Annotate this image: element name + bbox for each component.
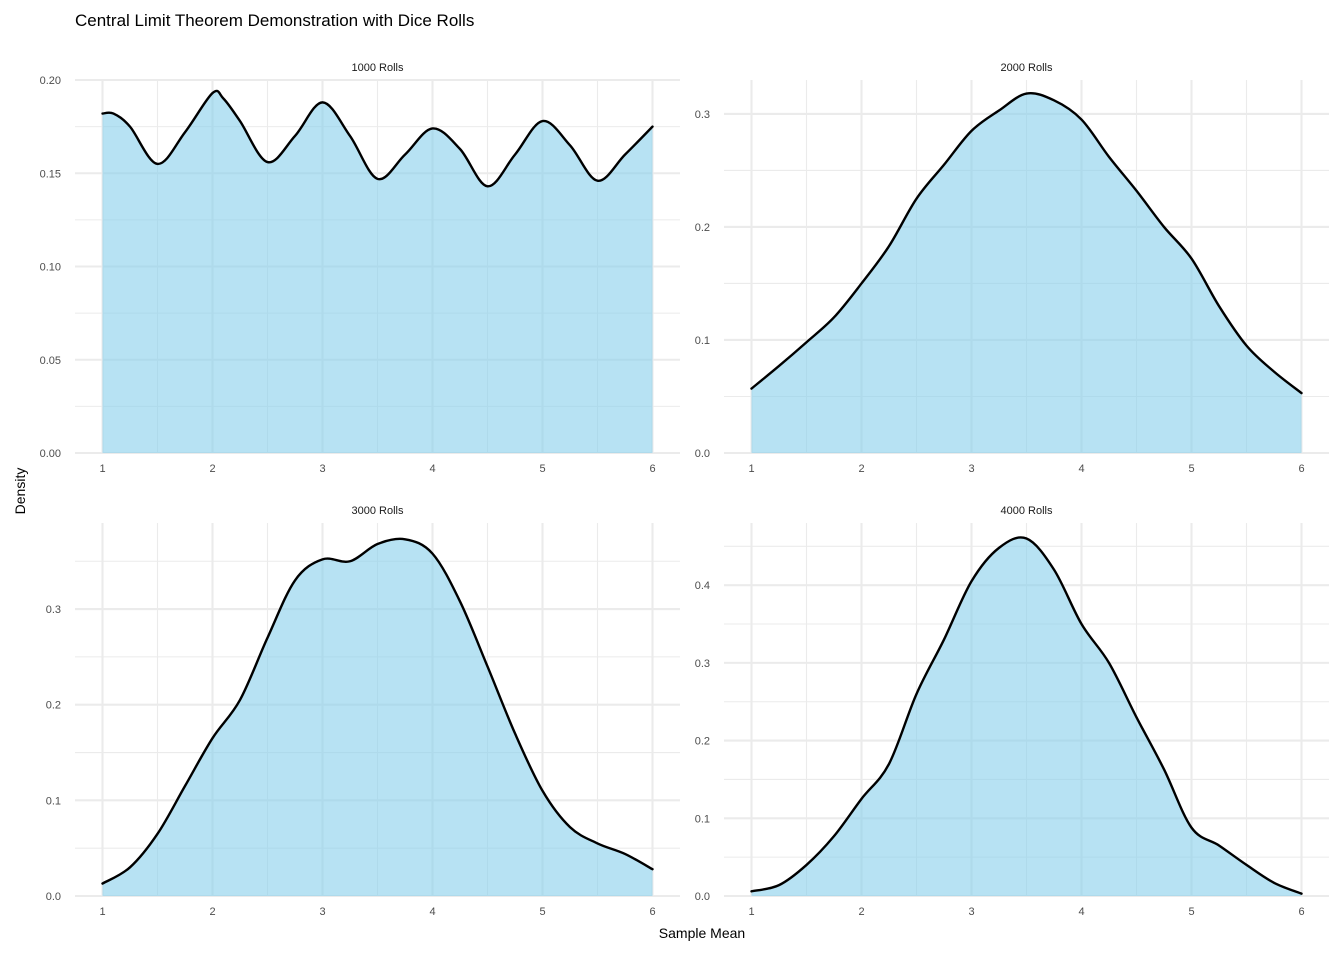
y-tick-label: 0.1 bbox=[695, 813, 710, 825]
y-tick-label: 0.10 bbox=[40, 262, 61, 274]
facet-panel: 1000 Rolls 1 2 3 4 5 6 0.00 0.05 0.10 0.15 0.20 bbox=[40, 62, 680, 475]
density-line bbox=[750, 91, 1303, 395]
x-tick-label: 2 bbox=[858, 906, 864, 918]
density-line bbox=[750, 536, 1303, 895]
y-tick-label: 0.1 bbox=[695, 335, 710, 347]
y-tick-label: 0.0 bbox=[695, 891, 710, 903]
x-tick-label: 3 bbox=[319, 906, 325, 918]
density-area bbox=[751, 537, 1302, 896]
y-tick-label: 0.2 bbox=[695, 222, 710, 234]
density-area bbox=[102, 538, 653, 896]
x-tick-label: 5 bbox=[539, 906, 545, 918]
x-axis-title: Sample Mean bbox=[659, 925, 745, 941]
x-tick-label: 2 bbox=[858, 463, 864, 475]
x-tick-label: 5 bbox=[539, 463, 545, 475]
y-tick-label: 0.05 bbox=[40, 355, 61, 367]
y-tick-label: 0.15 bbox=[40, 168, 61, 180]
x-tick-label: 4 bbox=[1078, 463, 1084, 475]
y-tick-label: 0.2 bbox=[46, 700, 61, 712]
y-tick-label: 0.3 bbox=[46, 604, 61, 616]
x-tick-label: 4 bbox=[429, 463, 435, 475]
facet-panel: 2000 Rolls 1 2 3 4 5 6 0.0 0.1 0.2 0.3 bbox=[695, 62, 1329, 475]
x-tick-label: 5 bbox=[1188, 463, 1194, 475]
x-tick-label: 2 bbox=[209, 463, 215, 475]
facet-panel: 4000 Rolls 1 2 3 4 5 6 0.0 0.1 0.2 0.3 0.4 bbox=[695, 505, 1329, 918]
x-tick-label: 3 bbox=[968, 463, 974, 475]
x-tick-label: 2 bbox=[209, 906, 215, 918]
y-tick-label: 0.20 bbox=[40, 75, 61, 87]
x-tick-label: 1 bbox=[748, 906, 754, 918]
y-tick-label: 0.00 bbox=[40, 448, 61, 460]
y-tick-label: 0.0 bbox=[46, 891, 61, 903]
density-area bbox=[102, 90, 653, 453]
x-tick-label: 3 bbox=[319, 463, 325, 475]
facet-strip-label: 4000 Rolls bbox=[1001, 505, 1053, 517]
density-area bbox=[751, 93, 1302, 453]
x-tick-label: 1 bbox=[748, 463, 754, 475]
x-tick-label: 6 bbox=[1298, 463, 1304, 475]
facet-strip-label: 2000 Rolls bbox=[1001, 62, 1053, 74]
x-tick-label: 6 bbox=[649, 906, 655, 918]
x-tick-label: 3 bbox=[968, 906, 974, 918]
y-tick-label: 0.0 bbox=[695, 448, 710, 460]
x-tick-label: 4 bbox=[1078, 906, 1084, 918]
x-tick-label: 6 bbox=[649, 463, 655, 475]
y-tick-label: 0.3 bbox=[695, 658, 710, 670]
facet-strip-label: 3000 Rolls bbox=[352, 505, 404, 517]
facet-panel: 3000 Rolls 1 2 3 4 5 6 0.0 0.1 0.2 0.3 bbox=[46, 505, 680, 918]
x-tick-label: 5 bbox=[1188, 906, 1194, 918]
chart-title: Central Limit Theorem Demonstration with… bbox=[75, 11, 474, 30]
density-line bbox=[101, 89, 654, 188]
y-tick-label: 0.3 bbox=[695, 109, 710, 121]
y-axis-title: Density bbox=[12, 468, 28, 515]
facet-strip-label: 1000 Rolls bbox=[352, 62, 404, 74]
x-tick-label: 4 bbox=[429, 906, 435, 918]
y-tick-label: 0.2 bbox=[695, 736, 710, 748]
y-tick-label: 0.4 bbox=[695, 580, 710, 592]
density-line bbox=[101, 537, 654, 885]
x-tick-label: 6 bbox=[1298, 906, 1304, 918]
x-tick-label: 1 bbox=[99, 906, 105, 918]
y-tick-label: 0.1 bbox=[46, 795, 61, 807]
x-tick-label: 1 bbox=[99, 463, 105, 475]
